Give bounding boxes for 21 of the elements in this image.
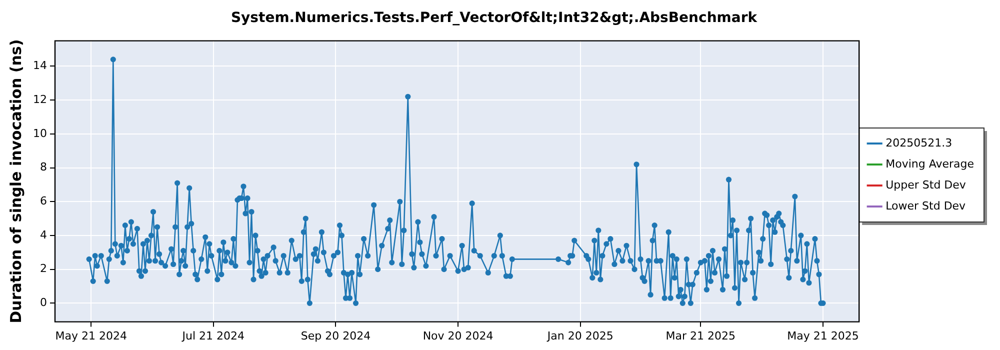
y-tick-label: 6 bbox=[40, 194, 47, 208]
x-tick-label: May 21 2024 bbox=[55, 329, 127, 342]
y-tick-label: 14 bbox=[32, 59, 47, 72]
legend-label: 20250521.3 bbox=[886, 136, 952, 150]
y-tick-label: 4 bbox=[40, 228, 47, 242]
x-tick-label: Nov 20 2024 bbox=[422, 329, 494, 342]
y-tick-label: 8 bbox=[40, 160, 47, 174]
legend-label: Lower Std Dev bbox=[886, 199, 966, 212]
y-axis-title: Duration of single invocation (ns) bbox=[6, 39, 25, 324]
y-tick-label: 10 bbox=[32, 126, 47, 140]
y-tick-label: 2 bbox=[40, 262, 47, 276]
x-tick-label: Jul 21 2024 bbox=[181, 329, 245, 342]
x-tick-label: Mar 21 2025 bbox=[666, 329, 736, 342]
legend-label: Moving Average bbox=[886, 157, 974, 170]
x-tick-label: May 21 2025 bbox=[787, 329, 859, 342]
x-tick-label: Jan 20 2025 bbox=[546, 329, 614, 342]
x-tick-label: Sep 20 2024 bbox=[300, 329, 371, 342]
y-tick-label: 0 bbox=[40, 296, 47, 310]
legend-label: Upper Std Dev bbox=[886, 178, 966, 192]
chart-title: System.Numerics.Tests.Perf_VectorOf&lt;Int32&gt;.AbsBenchmark bbox=[230, 10, 758, 26]
y-tick-label: 12 bbox=[32, 92, 47, 106]
